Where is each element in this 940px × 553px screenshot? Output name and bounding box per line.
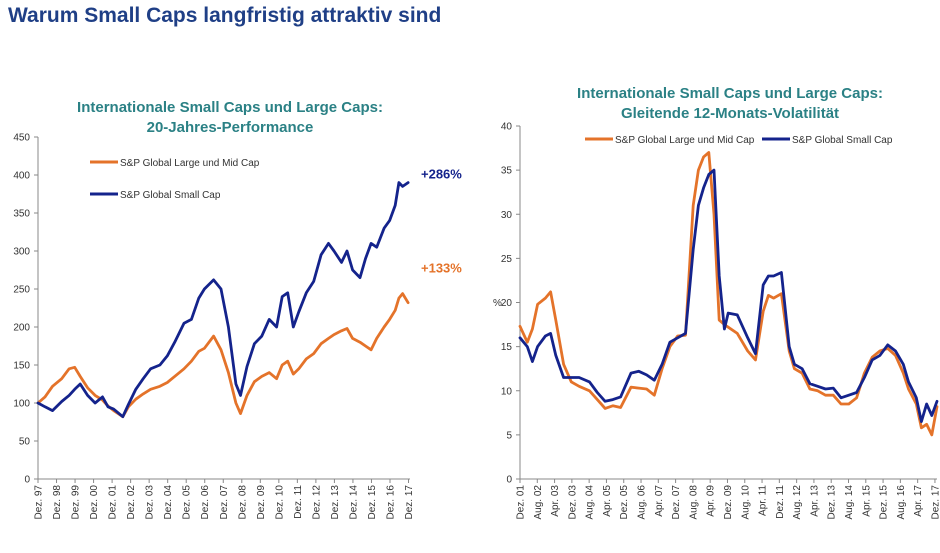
chart2-y-tick-label: 40 (501, 122, 513, 133)
chart2-x-tick-label: Apr. 09 (706, 485, 717, 517)
chart1-x-tick-label: Dez. 00 (89, 485, 100, 520)
chart-1-title: Internationale Small Caps und Large Caps… (40, 98, 420, 138)
chart1-legend-label-large-mid-cap: S&P Global Large und Mid Cap (120, 158, 260, 169)
chart2-x-tick-label: Aug. 08 (688, 485, 699, 520)
chart2-x-tick-label: Apr. 13 (809, 485, 820, 517)
chart1-x-tick-label: Dez. 99 (71, 485, 82, 520)
chart2-x-tick-label: Dez. 01 (516, 485, 527, 520)
chart1-y-tick-label: 50 (19, 437, 31, 448)
chart2-x-tick-label: Apr. 17 (913, 485, 924, 517)
chart2-y-tick-label: 15 (501, 342, 513, 353)
chart2-y-tick-label: 5 (506, 430, 512, 441)
chart2-x-tick-label: Aug. 12 (792, 485, 803, 520)
chart1-x-tick-label: Dez. 04 (163, 485, 174, 520)
chart1-x-tick-label: Dez. 01 (108, 485, 119, 520)
chart2-x-tick-label: Apr. 15 (861, 485, 872, 517)
chart2-x-tick-label: Dez. 09 (723, 485, 734, 520)
chart2-x-tick-label: Aug. 02 (533, 485, 544, 520)
chart-1-title-line2: 20-Jahres-Performance (146, 119, 314, 136)
chart2-y-tick-label: 30 (501, 210, 513, 221)
chart-2-title-line2: Gleitende 12-Monats-Volatilität (620, 105, 840, 122)
chart1-x-tick-label: Dez. 98 (52, 485, 63, 520)
chart2-y-tick-label: 35 (501, 166, 513, 177)
chart1-x-tick-label: Dez. 02 (126, 485, 137, 520)
chart1-x-tick-label: Dez. 12 (311, 485, 322, 520)
chart2-series-line-large-mid-cap (518, 151, 939, 437)
chart2-x-tick-label: Apr. 11 (758, 485, 769, 516)
chart2-series-line-small-cap (518, 168, 939, 424)
page-title: Warum Small Caps langfristig attraktiv s… (8, 4, 442, 27)
chart2-y-tick-label: 0 (506, 475, 512, 486)
chart2-x-tick-label: Aug. 04 (585, 485, 596, 520)
chart2-legend-label-large-mid-cap: S&P Global Large und Mid Cap (615, 135, 755, 146)
chart1-y-tick-label: 450 (13, 133, 30, 144)
chart2-x-tick-label: Aug. 10 (740, 485, 751, 520)
chart2-x-tick-label: Aug. 14 (844, 485, 855, 520)
chart1-y-tick-label: 250 (13, 285, 30, 296)
chart1-y-tick-label: 350 (13, 209, 30, 220)
chart-2-title: Internationale Small Caps und Large Caps… (530, 84, 930, 124)
chart1-x-tick-label: Dez. 08 (237, 485, 248, 520)
chart-2-title-line1: Internationale Small Caps und Large Caps… (577, 85, 883, 102)
chart1-y-tick-label: 100 (13, 399, 30, 410)
chart2-y-tick-label: 10 (501, 386, 513, 397)
chart1-x-tick-label: Dez. 17 (404, 485, 415, 520)
chart1-series-line-small-cap (36, 181, 410, 419)
chart1-x-tick-label: Dez. 14 (348, 485, 359, 520)
chart1-legend-label-small-cap: S&P Global Small Cap (120, 190, 221, 201)
chart1-x-tick-label: Dez. 13 (330, 485, 341, 520)
chart2-y-axis-label: % (493, 298, 502, 309)
chart1-x-tick-label: Dez. 09 (256, 485, 267, 520)
chart1-y-tick-label: 300 (13, 247, 30, 258)
chart1-y-tick-label: 200 (13, 323, 30, 334)
chart1-series-line-large-mid-cap (36, 292, 410, 419)
chart2-x-tick-label: Dez. 03 (567, 485, 578, 520)
chart2-x-tick-label: Dez. 17 (930, 485, 940, 520)
chart2-y-tick-label: 25 (501, 254, 513, 265)
chart1-y-tick-label: 150 (13, 361, 30, 372)
chart-1-title-line1: Internationale Small Caps und Large Caps… (77, 99, 383, 116)
chart1-x-tick-label: Dez. 97 (34, 485, 45, 520)
chart1-y-tick-label: 400 (13, 171, 30, 182)
chart2-x-tick-label: Apr. 05 (602, 485, 613, 517)
chart2-x-tick-label: Aug. 06 (637, 485, 648, 520)
chart2-x-tick-label: Dez. 07 (671, 485, 682, 520)
chart2-x-tick-label: Dez. 13 (827, 485, 838, 520)
chart1-end-label-small-cap: +286% (421, 167, 462, 182)
chart1-x-tick-label: Dez. 10 (274, 485, 285, 520)
chart2-legend-label-small-cap: S&P Global Small Cap (792, 135, 893, 146)
chart1-x-tick-label: Dez. 16 (385, 485, 396, 520)
chart1-x-tick-label: Dez. 15 (367, 485, 378, 520)
chart1-x-tick-label: Dez. 05 (182, 485, 193, 520)
chart2-x-tick-label: Apr. 07 (654, 485, 665, 517)
chart1-x-tick-label: Dez. 03 (145, 485, 156, 520)
chart1-end-label-large-mid-cap: +133% (421, 261, 462, 276)
chart1-y-tick-label: 0 (24, 475, 30, 486)
chart2-x-tick-label: Dez. 15 (879, 485, 890, 520)
chart1-x-tick-label: Dez. 06 (200, 485, 211, 520)
chart2-y-tick-label: 20 (501, 298, 513, 309)
chart2-x-tick-label: Dez. 11 (775, 485, 786, 519)
chart1-x-tick-label: Dez. 07 (219, 485, 230, 520)
chart2-x-tick-label: Dez. 05 (619, 485, 630, 520)
chart1-x-tick-label: Dez. 11 (293, 485, 304, 519)
chart2-x-tick-label: Apr. 03 (550, 485, 561, 517)
chart2-x-tick-label: Aug. 16 (896, 485, 907, 520)
